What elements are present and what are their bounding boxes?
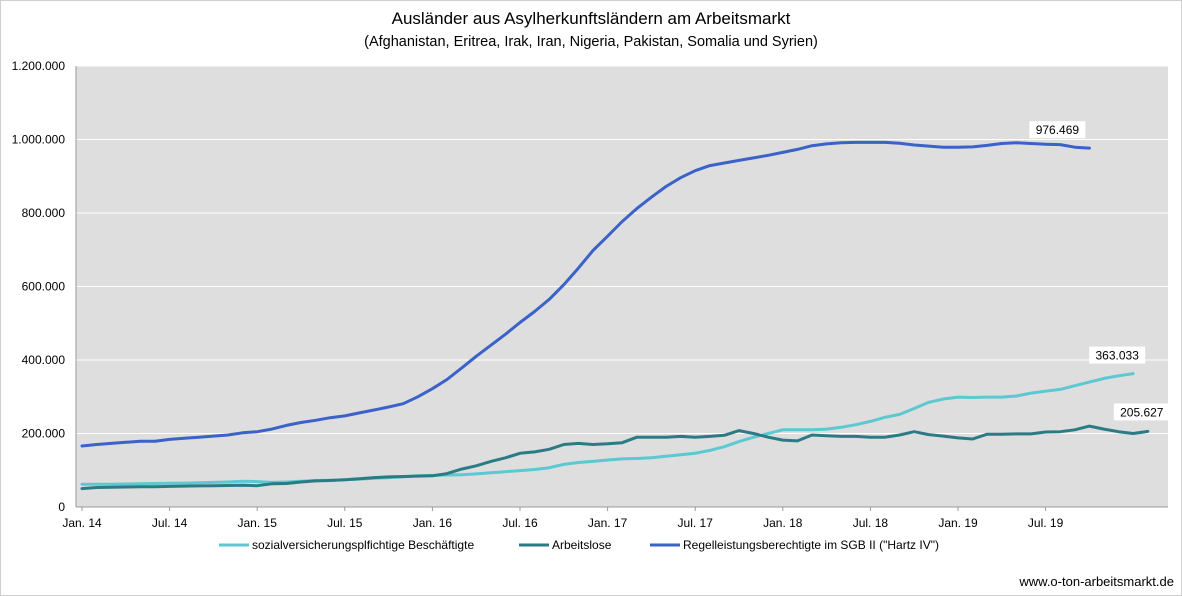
y-tick-label: 600.000 <box>22 280 66 294</box>
chart-title: Ausländer aus Asylherkunftsländern am Ar… <box>392 9 791 28</box>
end-label-text: 363.033 <box>1096 349 1140 363</box>
x-tick-label: Jul. 18 <box>853 516 889 530</box>
y-tick-label: 200.000 <box>22 427 66 441</box>
y-tick-label: 0 <box>58 500 65 514</box>
y-tick-label: 800.000 <box>22 206 66 220</box>
end-label-background <box>1029 121 1086 139</box>
x-tick-label: Jan. 17 <box>588 516 628 530</box>
legend-label: sozialversicherungsplfichtige Beschäftig… <box>252 538 474 552</box>
x-tick-label: Jul. 17 <box>678 516 714 530</box>
x-tick-label: Jul. 19 <box>1028 516 1064 530</box>
series-group <box>80 140 1150 491</box>
x-tick-label: Jan. 19 <box>938 516 978 530</box>
legend-item: Regelleistungsberechtigte im SGB II ("Ha… <box>650 538 939 552</box>
x-tick-label: Jul. 14 <box>152 516 188 530</box>
y-tick-label: 400.000 <box>22 353 66 367</box>
end-label: 363.033 <box>1089 346 1146 364</box>
chart-subtitle: (Afghanistan, Eritrea, Irak, Iran, Niger… <box>364 34 818 50</box>
x-tick-label: Jul. 16 <box>502 516 538 530</box>
end-label-text: 205.627 <box>1120 405 1164 419</box>
series-line <box>80 140 1091 448</box>
legend: sozialversicherungsplfichtige Beschäftig… <box>219 538 939 552</box>
x-tick-label: Jan. 16 <box>413 516 453 530</box>
x-tick-label: Jan. 18 <box>763 516 803 530</box>
end-labels: 363.033 205.627 976.469 <box>1029 121 1170 421</box>
end-label-background <box>1089 346 1146 364</box>
series-line <box>80 424 1150 491</box>
end-label: 976.469 <box>1029 121 1086 139</box>
legend-item: sozialversicherungsplfichtige Beschäftig… <box>219 538 474 552</box>
y-tick-label: 1.000.000 <box>12 133 66 147</box>
y-tick-label: 1.200.000 <box>12 59 66 73</box>
source-text: www.o-ton-arbeitsmarkt.de <box>1018 574 1174 589</box>
x-axis: Jan. 14 Jul. 14 Jan. 15 Jul. 15 Jan. 16 Jul. … <box>62 506 1168 530</box>
series-line <box>80 372 1135 486</box>
legend-label: Regelleistungsberechtigte im SGB II ("Ha… <box>683 538 939 552</box>
end-label-background <box>1113 403 1170 421</box>
legend-label: Arbeitslose <box>552 538 612 552</box>
legend-item: Arbeitslose <box>519 538 612 552</box>
x-tick-label: Jan. 14 <box>62 516 102 530</box>
end-label: 205.627 <box>1113 403 1170 421</box>
x-tick-label: Jan. 15 <box>238 516 278 530</box>
end-label-text: 976.469 <box>1036 123 1080 137</box>
y-axis: 0 200.000 400.000 600.000 800.000 1.000.000 1.… <box>12 59 77 514</box>
x-tick-label: Jul. 15 <box>327 516 363 530</box>
